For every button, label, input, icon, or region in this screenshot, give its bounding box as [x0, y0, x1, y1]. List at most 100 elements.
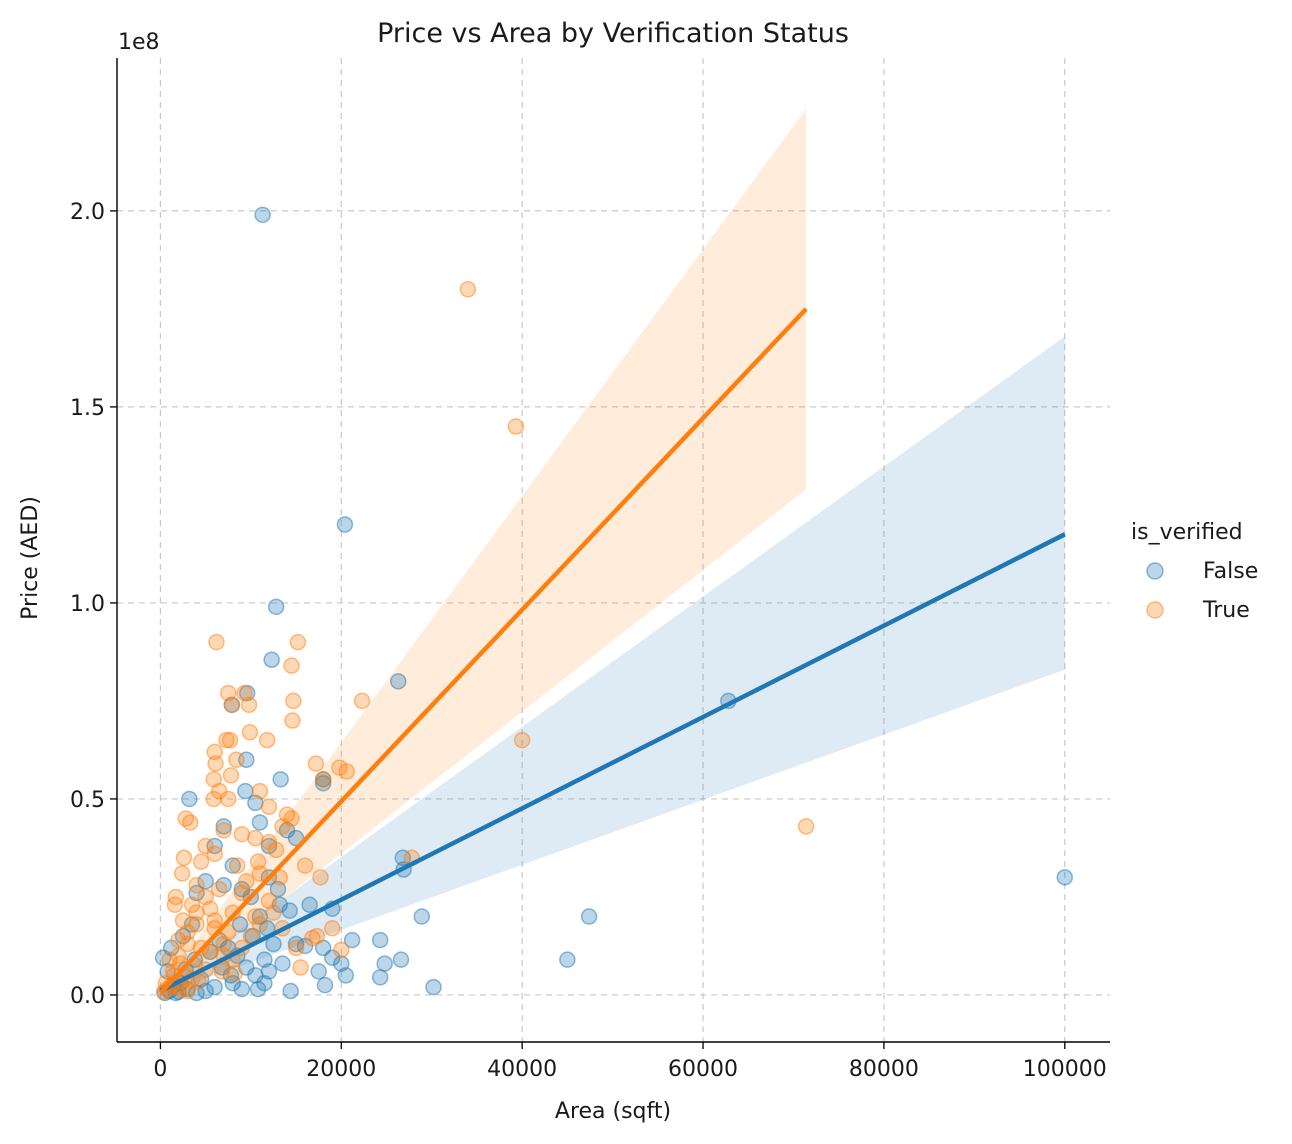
point-false: [371, 931, 389, 949]
point-false: [251, 814, 269, 831]
point-true: [192, 853, 210, 870]
regression-lines: [158, 307, 1066, 995]
point-true: [292, 959, 309, 976]
chart-title: Price vs Area by Verification Status: [377, 18, 849, 49]
point-true: [284, 712, 301, 729]
point-true: [197, 888, 214, 906]
point-true: [210, 880, 228, 898]
point-false: [181, 790, 198, 808]
point-true: [289, 633, 307, 651]
point-true: [183, 896, 201, 914]
regression-line-false: [159, 532, 1066, 994]
point-false: [390, 673, 407, 690]
point-true: [323, 920, 341, 937]
point-false: [337, 967, 355, 984]
point-true: [247, 829, 264, 847]
point-true: [215, 935, 232, 953]
y-tick-label: 2.0: [70, 200, 105, 225]
point-true: [312, 869, 329, 886]
y-tick-label: 1.0: [70, 592, 105, 617]
y-offset-label: 1e8: [118, 30, 160, 55]
point-true: [206, 845, 223, 863]
legend-label-false: False: [1203, 559, 1258, 584]
regression-line-true: [158, 307, 808, 995]
point-true: [265, 904, 282, 921]
point-true: [797, 818, 815, 835]
point-true: [251, 782, 269, 800]
point-false: [425, 978, 442, 996]
point-false: [274, 955, 291, 972]
point-false: [233, 880, 251, 898]
point-true: [274, 818, 291, 835]
point-true: [260, 798, 278, 816]
point-true: [166, 896, 184, 914]
point-true: [229, 857, 246, 874]
point-true: [207, 755, 224, 772]
point-true: [188, 904, 205, 921]
point-true: [233, 825, 251, 843]
point-false: [580, 908, 598, 925]
point-false: [394, 849, 412, 866]
point-false: [336, 516, 354, 533]
axes: [110, 58, 1110, 1049]
point-true: [215, 822, 232, 839]
legend-title: is_verified: [1131, 520, 1243, 545]
point-true: [251, 916, 269, 933]
point-true: [179, 982, 196, 1000]
point-false: [272, 771, 289, 788]
point-true: [338, 763, 355, 780]
point-true: [222, 767, 240, 784]
point-true: [287, 939, 305, 957]
legend-marker-true: [1146, 601, 1164, 619]
point-true: [213, 963, 231, 980]
legend-label-true: True: [1202, 598, 1250, 623]
point-true: [304, 929, 321, 947]
point-false: [301, 896, 318, 914]
point-true: [333, 941, 350, 959]
point-true: [208, 633, 225, 651]
point-false: [260, 963, 278, 980]
point-true: [285, 692, 302, 710]
point-true: [507, 418, 525, 435]
point-true: [353, 692, 371, 710]
point-false: [343, 931, 361, 949]
y-tick-label: 0.5: [70, 788, 105, 813]
ci-band-false: [160, 336, 1065, 995]
point-true: [188, 876, 205, 894]
y-tick-label: 1.5: [70, 396, 105, 421]
point-true: [459, 281, 477, 298]
point-true: [175, 849, 193, 866]
point-false: [206, 978, 223, 996]
point-false: [371, 969, 389, 986]
x-axis-label: Area (sqft): [555, 1099, 671, 1124]
y-axis-label: Price (AED): [18, 496, 43, 620]
x-tick-label: 60000: [668, 1057, 738, 1082]
point-true: [296, 857, 314, 874]
point-true: [240, 696, 258, 714]
point-false: [263, 651, 280, 669]
y-tick-label: 0.0: [70, 984, 105, 1009]
point-true: [513, 731, 531, 749]
point-false: [316, 976, 334, 994]
point-true: [241, 724, 259, 741]
point-false: [233, 980, 251, 998]
point-true: [283, 657, 300, 674]
point-true: [206, 743, 223, 761]
point-true: [223, 696, 241, 714]
point-false: [281, 902, 298, 919]
point-false: [267, 598, 285, 616]
point-true: [258, 731, 276, 749]
point-true: [224, 904, 242, 921]
x-tick-label: 20000: [306, 1057, 376, 1082]
point-true: [307, 755, 325, 772]
point-true: [221, 731, 239, 749]
point-false: [237, 782, 254, 800]
point-false: [392, 951, 410, 968]
point-true: [247, 908, 264, 925]
point-true: [206, 912, 223, 929]
point-false: [215, 818, 232, 835]
point-false: [413, 908, 431, 925]
x-tick-label: 100000: [1023, 1057, 1107, 1082]
point-true: [205, 790, 223, 808]
